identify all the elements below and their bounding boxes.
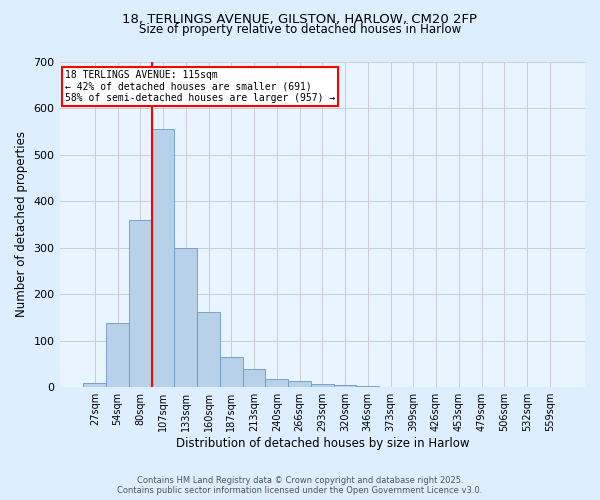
Bar xyxy=(220,357,242,387)
Text: Contains HM Land Registry data © Crown copyright and database right 2025.
Contai: Contains HM Land Registry data © Crown c… xyxy=(118,476,482,495)
Text: Size of property relative to detached houses in Harlow: Size of property relative to detached ho… xyxy=(139,24,461,36)
Bar xyxy=(288,381,311,387)
Bar xyxy=(106,324,129,387)
Text: 18 TERLINGS AVENUE: 115sqm
← 42% of detached houses are smaller (691)
58% of sem: 18 TERLINGS AVENUE: 115sqm ← 42% of deta… xyxy=(65,70,335,103)
Bar xyxy=(175,248,197,387)
Bar xyxy=(242,368,265,387)
Bar xyxy=(265,379,288,387)
Bar xyxy=(152,129,175,387)
Bar xyxy=(311,384,334,387)
Text: 18, TERLINGS AVENUE, GILSTON, HARLOW, CM20 2FP: 18, TERLINGS AVENUE, GILSTON, HARLOW, CM… xyxy=(122,12,478,26)
Bar xyxy=(83,384,106,387)
Bar xyxy=(334,385,356,387)
Bar xyxy=(129,220,152,387)
Bar xyxy=(356,386,379,387)
X-axis label: Distribution of detached houses by size in Harlow: Distribution of detached houses by size … xyxy=(176,437,469,450)
Y-axis label: Number of detached properties: Number of detached properties xyxy=(15,132,28,318)
Bar xyxy=(197,312,220,387)
